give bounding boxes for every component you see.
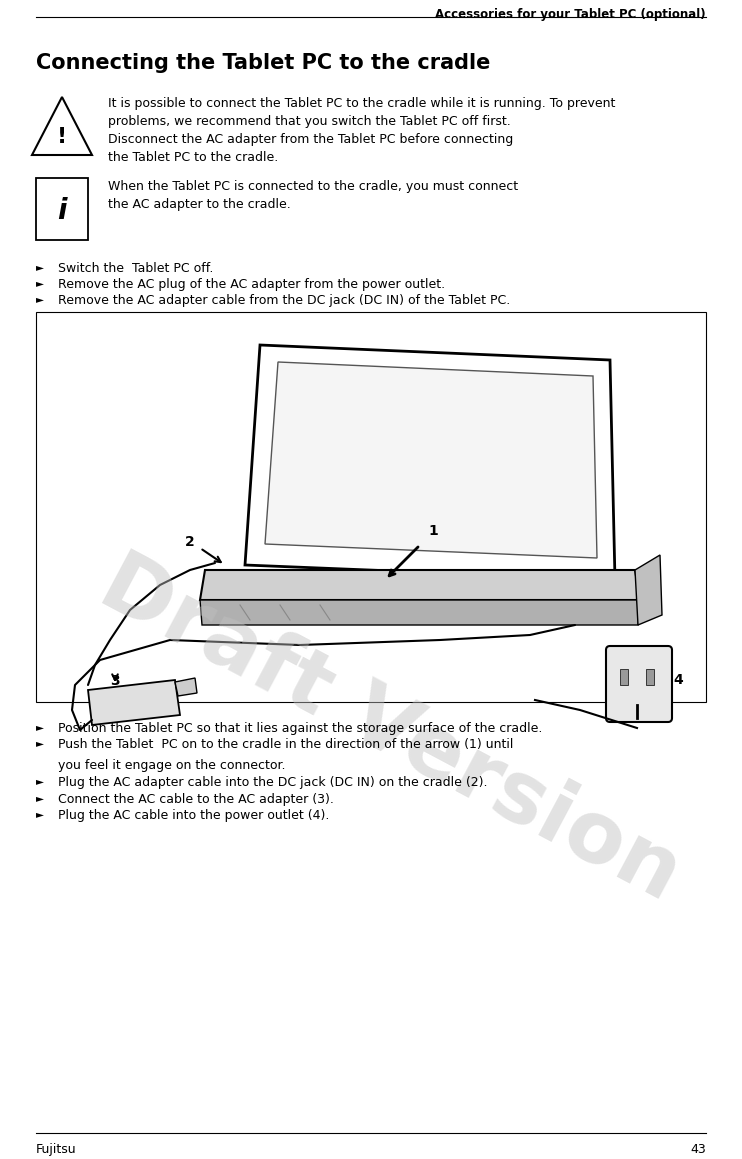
Polygon shape: [88, 680, 180, 726]
Text: ►: ►: [36, 262, 44, 272]
FancyBboxPatch shape: [606, 646, 672, 722]
Text: Disconnect the AC adapter from the Tablet PC before connecting
the Tablet PC to : Disconnect the AC adapter from the Table…: [108, 133, 513, 165]
Text: ►: ►: [36, 777, 44, 786]
Text: 2: 2: [186, 535, 195, 549]
Text: ►: ►: [36, 278, 44, 287]
Text: Connect the AC cable to the AC adapter (3).: Connect the AC cable to the AC adapter (…: [58, 793, 334, 806]
Text: you feel it engage on the connector.: you feel it engage on the connector.: [58, 759, 286, 772]
Text: When the Tablet PC is connected to the cradle, you must connect
the AC adapter t: When the Tablet PC is connected to the c…: [108, 180, 518, 211]
Polygon shape: [245, 345, 615, 580]
Text: Accessories for your Tablet PC (optional): Accessories for your Tablet PC (optional…: [436, 8, 706, 21]
Text: 3: 3: [110, 675, 119, 688]
Text: Switch the  Tablet PC off.: Switch the Tablet PC off.: [58, 262, 214, 275]
Polygon shape: [265, 362, 597, 557]
Text: ►: ►: [36, 738, 44, 748]
Text: Fujitsu: Fujitsu: [36, 1143, 76, 1156]
Text: i: i: [57, 197, 67, 225]
Bar: [646, 669, 654, 685]
Text: Draft Version: Draft Version: [86, 542, 695, 918]
FancyBboxPatch shape: [36, 312, 706, 702]
Polygon shape: [200, 570, 640, 600]
Polygon shape: [175, 678, 197, 697]
Polygon shape: [635, 555, 662, 625]
Text: Position the Tablet PC so that it lies against the storage surface of the cradle: Position the Tablet PC so that it lies a…: [58, 722, 542, 735]
Bar: [620, 669, 628, 685]
Text: Remove the AC plug of the AC adapter from the power outlet.: Remove the AC plug of the AC adapter fro…: [58, 278, 445, 291]
Text: 43: 43: [690, 1143, 706, 1156]
Text: ►: ►: [36, 722, 44, 732]
Text: Push the Tablet  PC on to the cradle in the direction of the arrow (1) until: Push the Tablet PC on to the cradle in t…: [58, 738, 513, 751]
Text: It is possible to connect the Tablet PC to the cradle while it is running. To pr: It is possible to connect the Tablet PC …: [108, 97, 615, 127]
Text: 4: 4: [673, 673, 683, 687]
Text: ►: ►: [36, 294, 44, 304]
Text: Plug the AC adapter cable into the DC jack (DC IN) on the cradle (2).: Plug the AC adapter cable into the DC ja…: [58, 777, 487, 789]
Text: ►: ►: [36, 809, 44, 819]
Text: Remove the AC adapter cable from the DC jack (DC IN) of the Tablet PC.: Remove the AC adapter cable from the DC …: [58, 294, 510, 307]
Text: 1: 1: [428, 524, 438, 538]
Text: !: !: [57, 127, 67, 147]
Text: Plug the AC cable into the power outlet (4).: Plug the AC cable into the power outlet …: [58, 809, 329, 822]
Text: Connecting the Tablet PC to the cradle: Connecting the Tablet PC to the cradle: [36, 53, 490, 73]
Text: ►: ►: [36, 793, 44, 803]
Polygon shape: [200, 600, 640, 625]
